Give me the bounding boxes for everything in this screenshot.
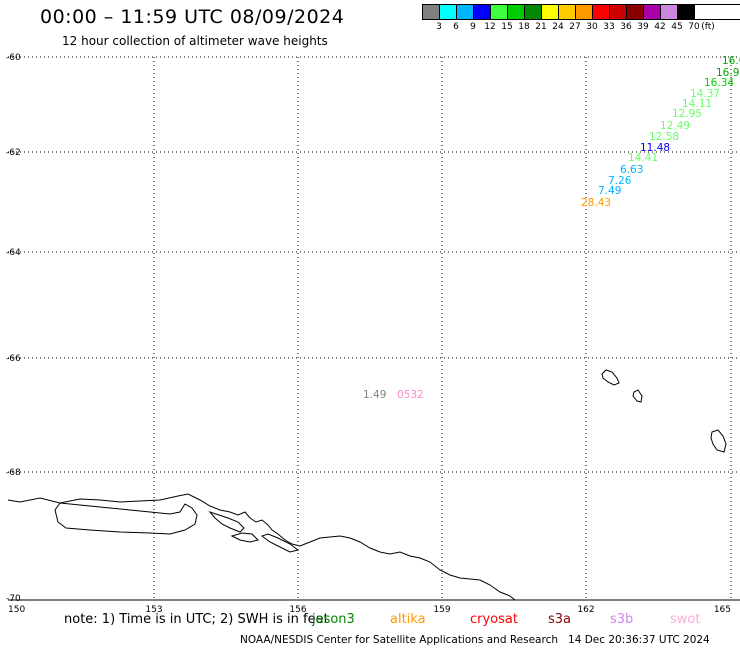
observation-value: 28.43 <box>581 197 611 209</box>
satellite-name: jason3 <box>312 612 355 627</box>
observation-value: 14.37 <box>690 88 720 100</box>
chart-title: 00:00 – 11:59 UTC 08/09/2024 <box>40 6 345 28</box>
legend-label: 18 <box>518 22 530 32</box>
legend-label: (ft) <box>701 22 715 32</box>
coastline <box>7 369 727 601</box>
antarctic-coast <box>7 493 516 601</box>
coast-inlet <box>54 502 198 535</box>
map-grid <box>8 56 740 601</box>
observation-value: 11.48 <box>640 142 670 154</box>
observation-value: 1.49 <box>363 389 386 401</box>
legend-swatch <box>627 5 644 19</box>
latitude-label: -62 <box>6 148 21 158</box>
legend-swatch <box>610 5 627 19</box>
observation-value: 12.58 <box>649 131 679 143</box>
longitude-label: 165 <box>714 605 731 615</box>
legend-label: 30 <box>586 22 598 32</box>
legend-swatches <box>422 4 740 20</box>
longitude-label: 150 <box>8 605 25 615</box>
observation-value: 6.63 <box>620 164 643 176</box>
longitude-label: 153 <box>145 605 162 615</box>
credit-text: NOAA/NESDIS Center for Satellite Applica… <box>240 634 558 646</box>
coast-island-3 <box>260 533 300 553</box>
footer-note: note: 1) Time is in UTC; 2) SWH is in fe… <box>64 612 329 627</box>
legend-label: 33 <box>603 22 615 32</box>
legend-labels: 3 6 9 12 15 18 21 24 27 30 33 36 39 42 45 70 (ft) <box>422 20 740 34</box>
satellite-name: altika <box>390 612 426 627</box>
legend-label: 24 <box>552 22 564 32</box>
legend-swatch <box>559 5 576 19</box>
legend-swatch <box>678 5 695 19</box>
legend-swatch <box>508 5 525 19</box>
latitude-label: -66 <box>6 354 21 364</box>
observation-value: 16.34 <box>704 77 734 89</box>
island-b <box>632 389 643 403</box>
observation-value: 12.95 <box>672 108 702 120</box>
coast-island-1 <box>208 510 245 533</box>
legend-label: 21 <box>535 22 547 32</box>
legend-swatch <box>593 5 610 19</box>
legend-label: 36 <box>620 22 632 32</box>
legend-label: 27 <box>569 22 581 32</box>
legend-label: 39 <box>637 22 649 32</box>
legend-swatch <box>644 5 661 19</box>
satellite-name: swot <box>670 612 701 627</box>
observation-value: 7.26 <box>608 175 632 187</box>
latitude-labels: -60 -62 -64 -66 -68 -70 <box>6 53 21 604</box>
chart-subtitle: 12 hour collection of altimeter wave hei… <box>62 34 328 48</box>
legend-label: 12 <box>484 22 496 32</box>
latitude-label: -70 <box>6 594 21 604</box>
longitude-label: 162 <box>577 605 594 615</box>
observation-value: 7.49 <box>598 185 621 197</box>
legend-label: 3 <box>436 22 442 32</box>
legend-swatch <box>525 5 542 19</box>
satellite-name: cryosat <box>470 612 518 627</box>
satellite-name: s3b <box>610 612 634 627</box>
legend-label: 70 <box>688 22 700 32</box>
coast-island-2 <box>230 532 259 543</box>
timestamp: 14 Dec 20:36:37 UTC 2024 <box>568 634 710 646</box>
latitude-label: -68 <box>6 468 21 478</box>
legend-swatch <box>661 5 678 19</box>
legend-swatch <box>491 5 508 19</box>
observation-value: 14.11 <box>682 98 712 110</box>
legend-label: 45 <box>671 22 683 32</box>
longitude-labels: 150 153 156 159 162 165 <box>8 605 731 615</box>
legend-label: 15 <box>501 22 513 32</box>
observation-value: 16.94 <box>716 67 740 79</box>
observation-value: 14.41 <box>628 152 658 164</box>
observation-value: 0532 <box>397 389 424 401</box>
legend-swatch <box>542 5 559 19</box>
color-legend: 3 6 9 12 15 18 21 24 27 30 33 36 39 42 45 70 (ft) <box>422 4 740 34</box>
legend-swatch <box>474 5 491 19</box>
satellite-name: s3a <box>548 612 572 627</box>
legend-swatch <box>423 5 440 19</box>
latitude-label: -64 <box>6 248 21 258</box>
observation-value: 12.49 <box>660 120 690 132</box>
island-a <box>601 369 620 386</box>
legend-label: 42 <box>654 22 666 32</box>
observation-value: 16.0 <box>722 55 740 67</box>
credit-line: NOAA/NESDIS Center for Satellite Applica… <box>240 634 710 646</box>
legend-label: 9 <box>470 22 476 32</box>
legend-label: 6 <box>453 22 459 32</box>
island-c <box>710 429 727 453</box>
legend-swatch <box>457 5 474 19</box>
longitude-label: 156 <box>289 605 306 615</box>
legend-swatch <box>576 5 593 19</box>
wave-height-observations: 16.016.9416.3414.3714.1112.9512.4912.581… <box>363 55 740 401</box>
legend-swatch <box>440 5 457 19</box>
latitude-label: -60 <box>6 53 21 63</box>
longitude-label: 159 <box>433 605 450 615</box>
